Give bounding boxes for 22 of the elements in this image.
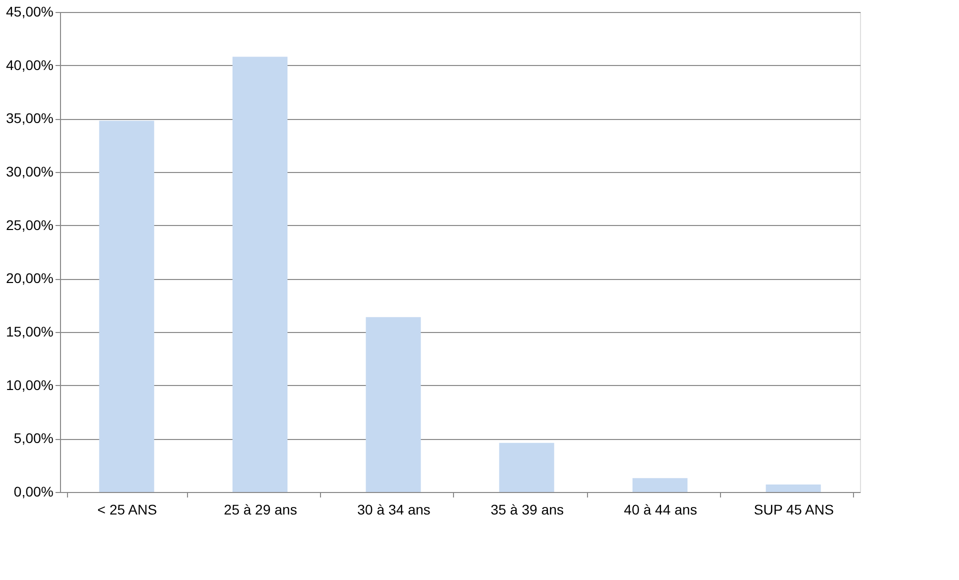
y-tick-label: 25,00%	[6, 216, 54, 233]
y-tick-label: 30,00%	[6, 164, 54, 180]
y-tick-label: 40,00%	[6, 56, 54, 73]
y-tick-label: 20,00%	[6, 270, 54, 286]
x-tick-label: 40 à 44 ans	[624, 502, 698, 518]
y-tick-label: 45,00%	[6, 4, 54, 20]
y-tick-label: 35,00%	[6, 110, 54, 126]
y-tick-label: 15,00%	[6, 324, 54, 340]
bar	[366, 317, 421, 492]
x-tick-label: 35 à 39 ans	[490, 502, 564, 518]
x-tick-label: 25 à 29 ans	[224, 502, 298, 518]
bar	[499, 442, 554, 492]
x-tick-label: SUP 45 ANS	[754, 502, 834, 518]
x-tick-label: 30 à 34 ans	[357, 502, 430, 518]
x-tick-label: < 25 ANS	[97, 502, 157, 518]
bar	[632, 478, 688, 492]
bar	[766, 484, 821, 492]
y-tick-label: 5,00%	[14, 430, 54, 446]
y-tick-label: 10,00%	[6, 376, 54, 393]
bar	[232, 56, 288, 492]
bar	[99, 120, 154, 492]
y-tick-label: 0,00%	[14, 484, 54, 500]
